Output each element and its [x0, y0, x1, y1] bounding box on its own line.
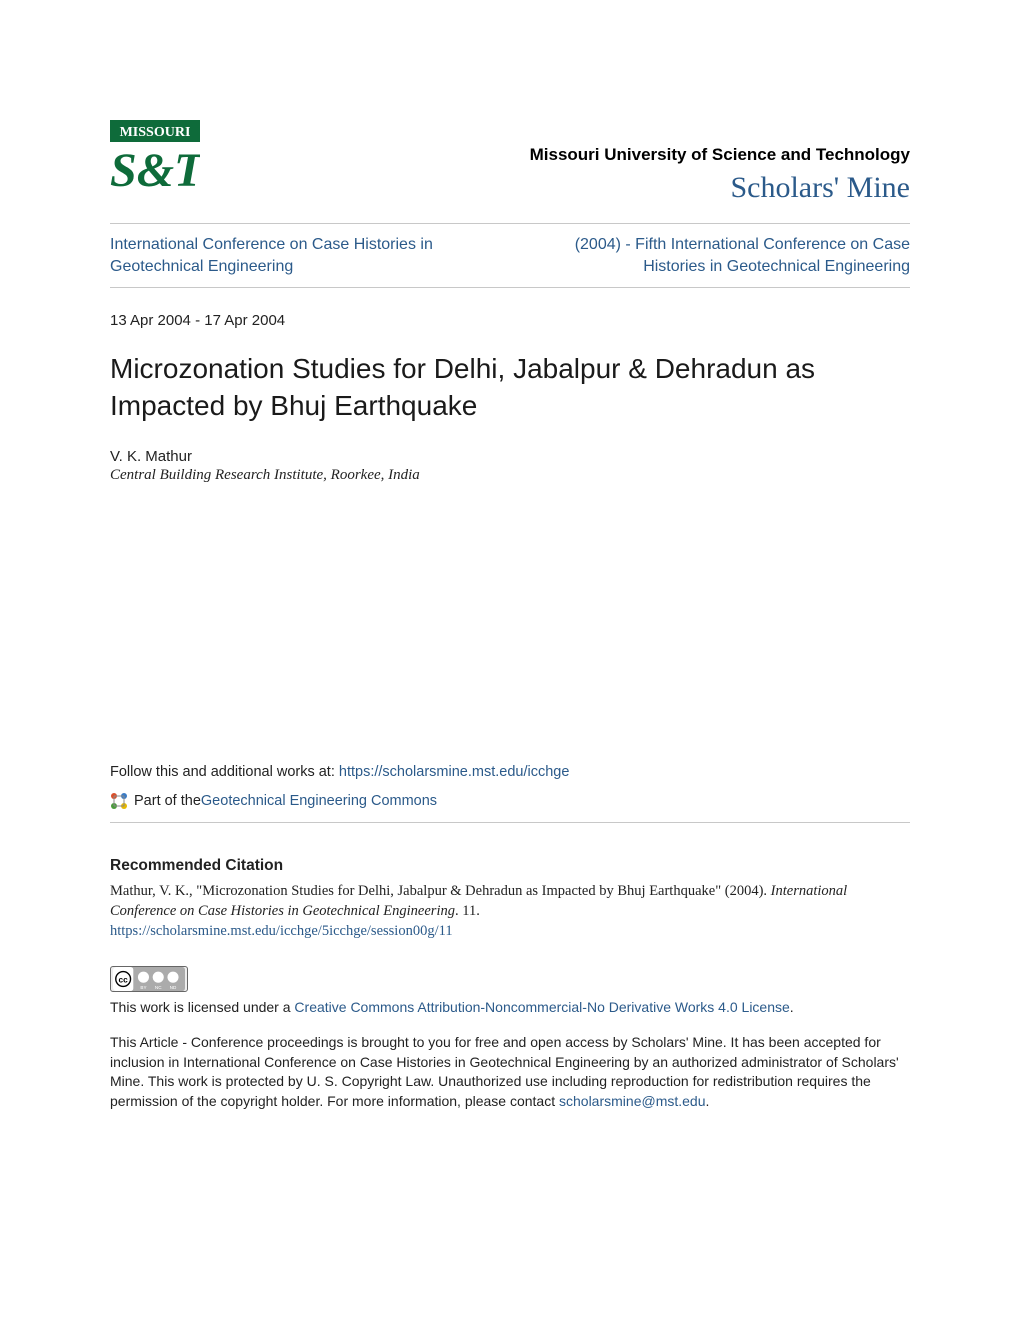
citation-url-link[interactable]: https://scholarsmine.mst.edu/icchge/5icc…	[110, 923, 453, 939]
network-icon	[110, 792, 128, 810]
license-section: cc BY NC ND This work is licensed under …	[110, 966, 910, 1018]
author-affiliation: Central Building Research Institute, Roo…	[110, 467, 910, 484]
citation-heading: Recommended Citation	[110, 855, 910, 877]
follow-line: Follow this and additional works at: htt…	[110, 764, 910, 780]
author-name: V. K. Mathur	[110, 448, 910, 465]
logo: MISSOURI S&T	[110, 120, 200, 205]
license-prefix: This work is licensed under a	[110, 999, 294, 1015]
partof-link[interactable]: Geotechnical Engineering Commons	[201, 793, 437, 809]
svg-text:NC: NC	[155, 985, 162, 990]
citation-line-c: . 11.	[455, 903, 480, 919]
page-header: MISSOURI S&T Missouri University of Scie…	[110, 120, 910, 205]
disclaimer: This Article - Conference proceedings is…	[110, 1033, 910, 1111]
divider-breadcrumb	[110, 287, 910, 288]
breadcrumb-edition-link[interactable]: (2004) - Fifth International Conference …	[510, 234, 910, 277]
header-right: Missouri University of Science and Techn…	[530, 145, 910, 205]
license-text: This work is licensed under a Creative C…	[110, 998, 910, 1018]
partof-prefix: Part of the	[134, 793, 201, 809]
license-suffix: .	[790, 999, 794, 1015]
citation-section: Recommended Citation Mathur, V. K., "Mic…	[110, 841, 910, 942]
svg-text:BY: BY	[140, 985, 146, 990]
follow-prefix: Follow this and additional works at:	[110, 764, 339, 780]
site-name-link[interactable]: Scholars' Mine	[530, 171, 910, 205]
breadcrumb-conference-link[interactable]: International Conference on Case Histori…	[110, 234, 510, 277]
svg-text:ND: ND	[170, 985, 177, 990]
citation-line-a: Mathur, V. K., "Microzonation Studies fo…	[110, 883, 771, 899]
license-link[interactable]: Creative Commons Attribution-Noncommerci…	[294, 999, 789, 1015]
citation-text: Mathur, V. K., "Microzonation Studies fo…	[110, 881, 910, 942]
disclaimer-text-a: This Article - Conference proceedings is…	[110, 1034, 899, 1109]
cc-badge-icon[interactable]: cc BY NC ND	[110, 966, 188, 992]
date-range: 13 Apr 2004 - 17 Apr 2004	[110, 312, 910, 329]
follow-section: Follow this and additional works at: htt…	[110, 764, 910, 810]
contact-email-link[interactable]: scholarsmine@mst.edu	[559, 1093, 706, 1109]
mst-logo-svg: MISSOURI S&T	[110, 120, 200, 200]
logo-top-text: MISSOURI	[120, 125, 191, 140]
follow-link[interactable]: https://scholarsmine.mst.edu/icchge	[339, 764, 570, 780]
divider-follow	[110, 822, 910, 823]
logo-main-text: S&T	[110, 144, 200, 197]
breadcrumbs: International Conference on Case Histori…	[110, 224, 910, 287]
partof-line: Part of the Geotechnical Engineering Com…	[110, 792, 910, 810]
university-name: Missouri University of Science and Techn…	[530, 145, 910, 165]
disclaimer-text-b: .	[706, 1093, 710, 1109]
svg-text:cc: cc	[119, 974, 129, 984]
paper-title: Microzonation Studies for Delhi, Jabalpu…	[110, 351, 910, 424]
